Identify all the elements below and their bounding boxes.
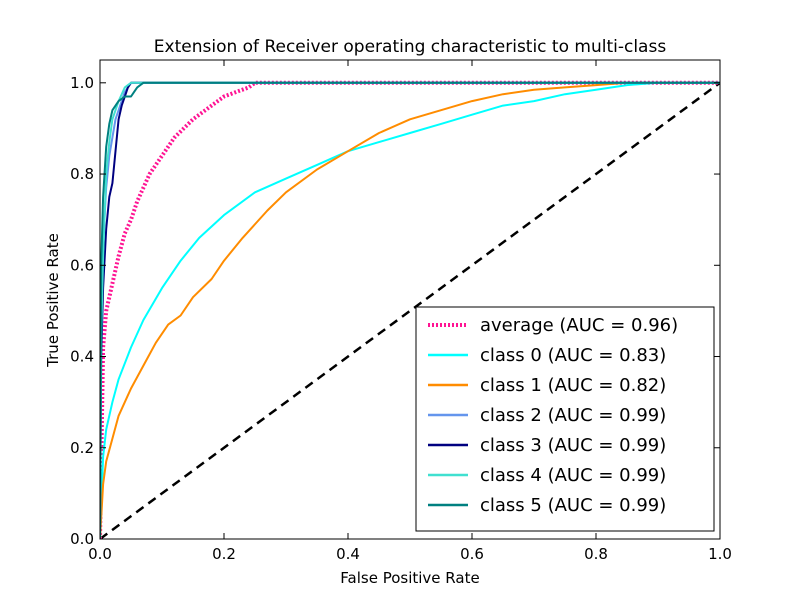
x-tick-label: 0.4 [336,545,360,563]
chart-title: Extension of Receiver operating characte… [154,37,667,57]
roc-curve-6 [100,81,720,539]
y-tick-label: 0.4 [70,348,94,366]
legend-label: class 0 (AUC = 0.83) [480,345,666,366]
roc-curve-5 [100,81,720,539]
legend: average (AUC = 0.96) class 0 (AUC = 0.83)… [415,306,715,532]
y-axis-label: True Positive Rate [44,233,62,368]
legend-label: class 4 (AUC = 0.99) [480,465,666,486]
x-axis-label: False Positive Rate [340,569,479,587]
x-tick-label: 1.0 [708,545,732,563]
legend-label: class 1 (AUC = 0.82) [480,375,666,396]
legend-label: average (AUC = 0.96) [480,315,678,336]
y-tick-label: 0.8 [70,165,94,183]
x-tick-label: 0.6 [460,545,484,563]
legend-box [415,306,715,532]
roc-curve-2 [100,81,720,539]
x-tick-label: 0.8 [584,545,608,563]
x-tick-label: 0.0 [88,545,112,563]
legend-label: class 2 (AUC = 0.99) [480,405,666,426]
legend-label: class 5 (AUC = 0.99) [480,495,666,516]
roc-curve-0 [100,80,720,539]
chance-diagonal-line [100,81,720,539]
y-tick-label: 0.0 [70,530,94,548]
plot-frame [99,59,721,540]
y-tick-label: 0.6 [70,256,94,274]
y-tick-label: 1.0 [70,74,94,92]
legend-label: class 3 (AUC = 0.99) [480,435,666,456]
y-tick-label: 0.2 [70,439,94,457]
x-tick-label: 0.2 [212,545,236,563]
roc-curve-1 [100,81,720,539]
